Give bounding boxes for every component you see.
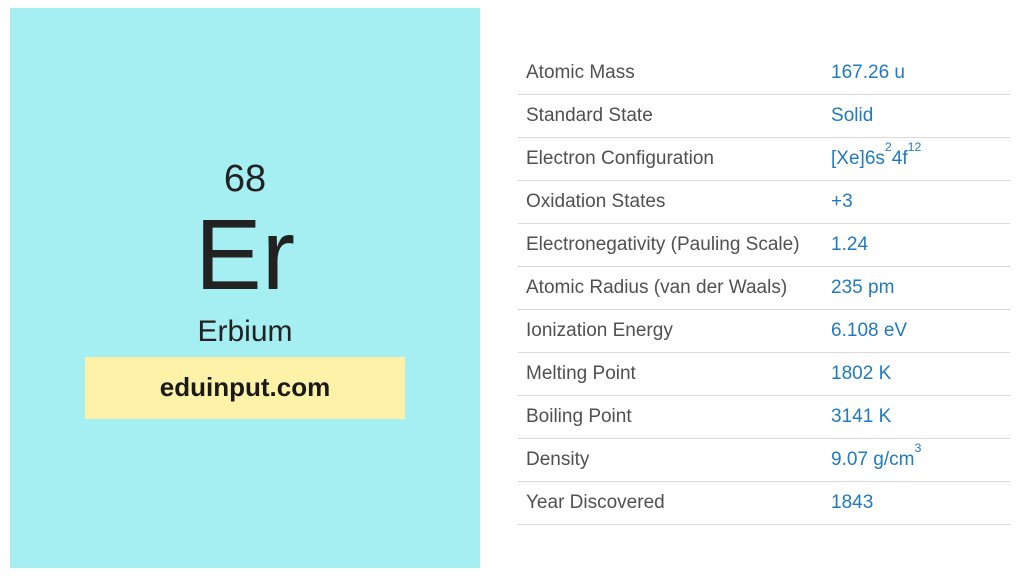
property-value: 235 pm — [823, 266, 1010, 309]
property-value: 9.07 g/cm3 — [823, 438, 1010, 481]
table-row: Boiling Point3141 K — [518, 395, 1010, 438]
element-symbol: Er — [195, 205, 295, 305]
property-label: Atomic Radius (van der Waals) — [518, 266, 823, 309]
table-row: Atomic Mass167.26 u — [518, 52, 1010, 95]
table-row: Density9.07 g/cm3 — [518, 438, 1010, 481]
property-label: Electron Configuration — [518, 137, 823, 180]
property-label: Melting Point — [518, 352, 823, 395]
table-row: Atomic Radius (van der Waals)235 pm — [518, 266, 1010, 309]
table-row: Melting Point1802 K — [518, 352, 1010, 395]
property-label: Electronegativity (Pauling Scale) — [518, 223, 823, 266]
element-name: Erbium — [197, 315, 292, 349]
property-label: Boiling Point — [518, 395, 823, 438]
element-tile: 68 Er Erbium eduinput.com — [10, 8, 480, 568]
property-value: [Xe]6s24f12 — [823, 137, 1010, 180]
property-label: Oxidation States — [518, 180, 823, 223]
table-row: Oxidation States+3 — [518, 180, 1010, 223]
property-value: 1.24 — [823, 223, 1010, 266]
property-label: Year Discovered — [518, 481, 823, 524]
atomic-number: 68 — [224, 158, 266, 201]
property-value: 3141 K — [823, 395, 1010, 438]
table-row: Electron Configuration[Xe]6s24f12 — [518, 137, 1010, 180]
properties-panel: Atomic Mass167.26 uStandard StateSolidEl… — [480, 22, 1024, 555]
property-value: Solid — [823, 94, 1010, 137]
properties-table: Atomic Mass167.26 uStandard StateSolidEl… — [518, 52, 1010, 525]
property-value: 6.108 eV — [823, 309, 1010, 352]
table-row: Electronegativity (Pauling Scale)1.24 — [518, 223, 1010, 266]
property-value: 1802 K — [823, 352, 1010, 395]
property-label: Standard State — [518, 94, 823, 137]
watermark-text: eduinput.com — [160, 372, 330, 403]
property-label: Density — [518, 438, 823, 481]
table-row: Year Discovered1843 — [518, 481, 1010, 524]
table-row: Ionization Energy6.108 eV — [518, 309, 1010, 352]
property-label: Atomic Mass — [518, 52, 823, 95]
table-row: Standard StateSolid — [518, 94, 1010, 137]
property-value: 167.26 u — [823, 52, 1010, 95]
property-value: +3 — [823, 180, 1010, 223]
property-label: Ionization Energy — [518, 309, 823, 352]
watermark-box: eduinput.com — [85, 357, 405, 419]
property-value: 1843 — [823, 481, 1010, 524]
